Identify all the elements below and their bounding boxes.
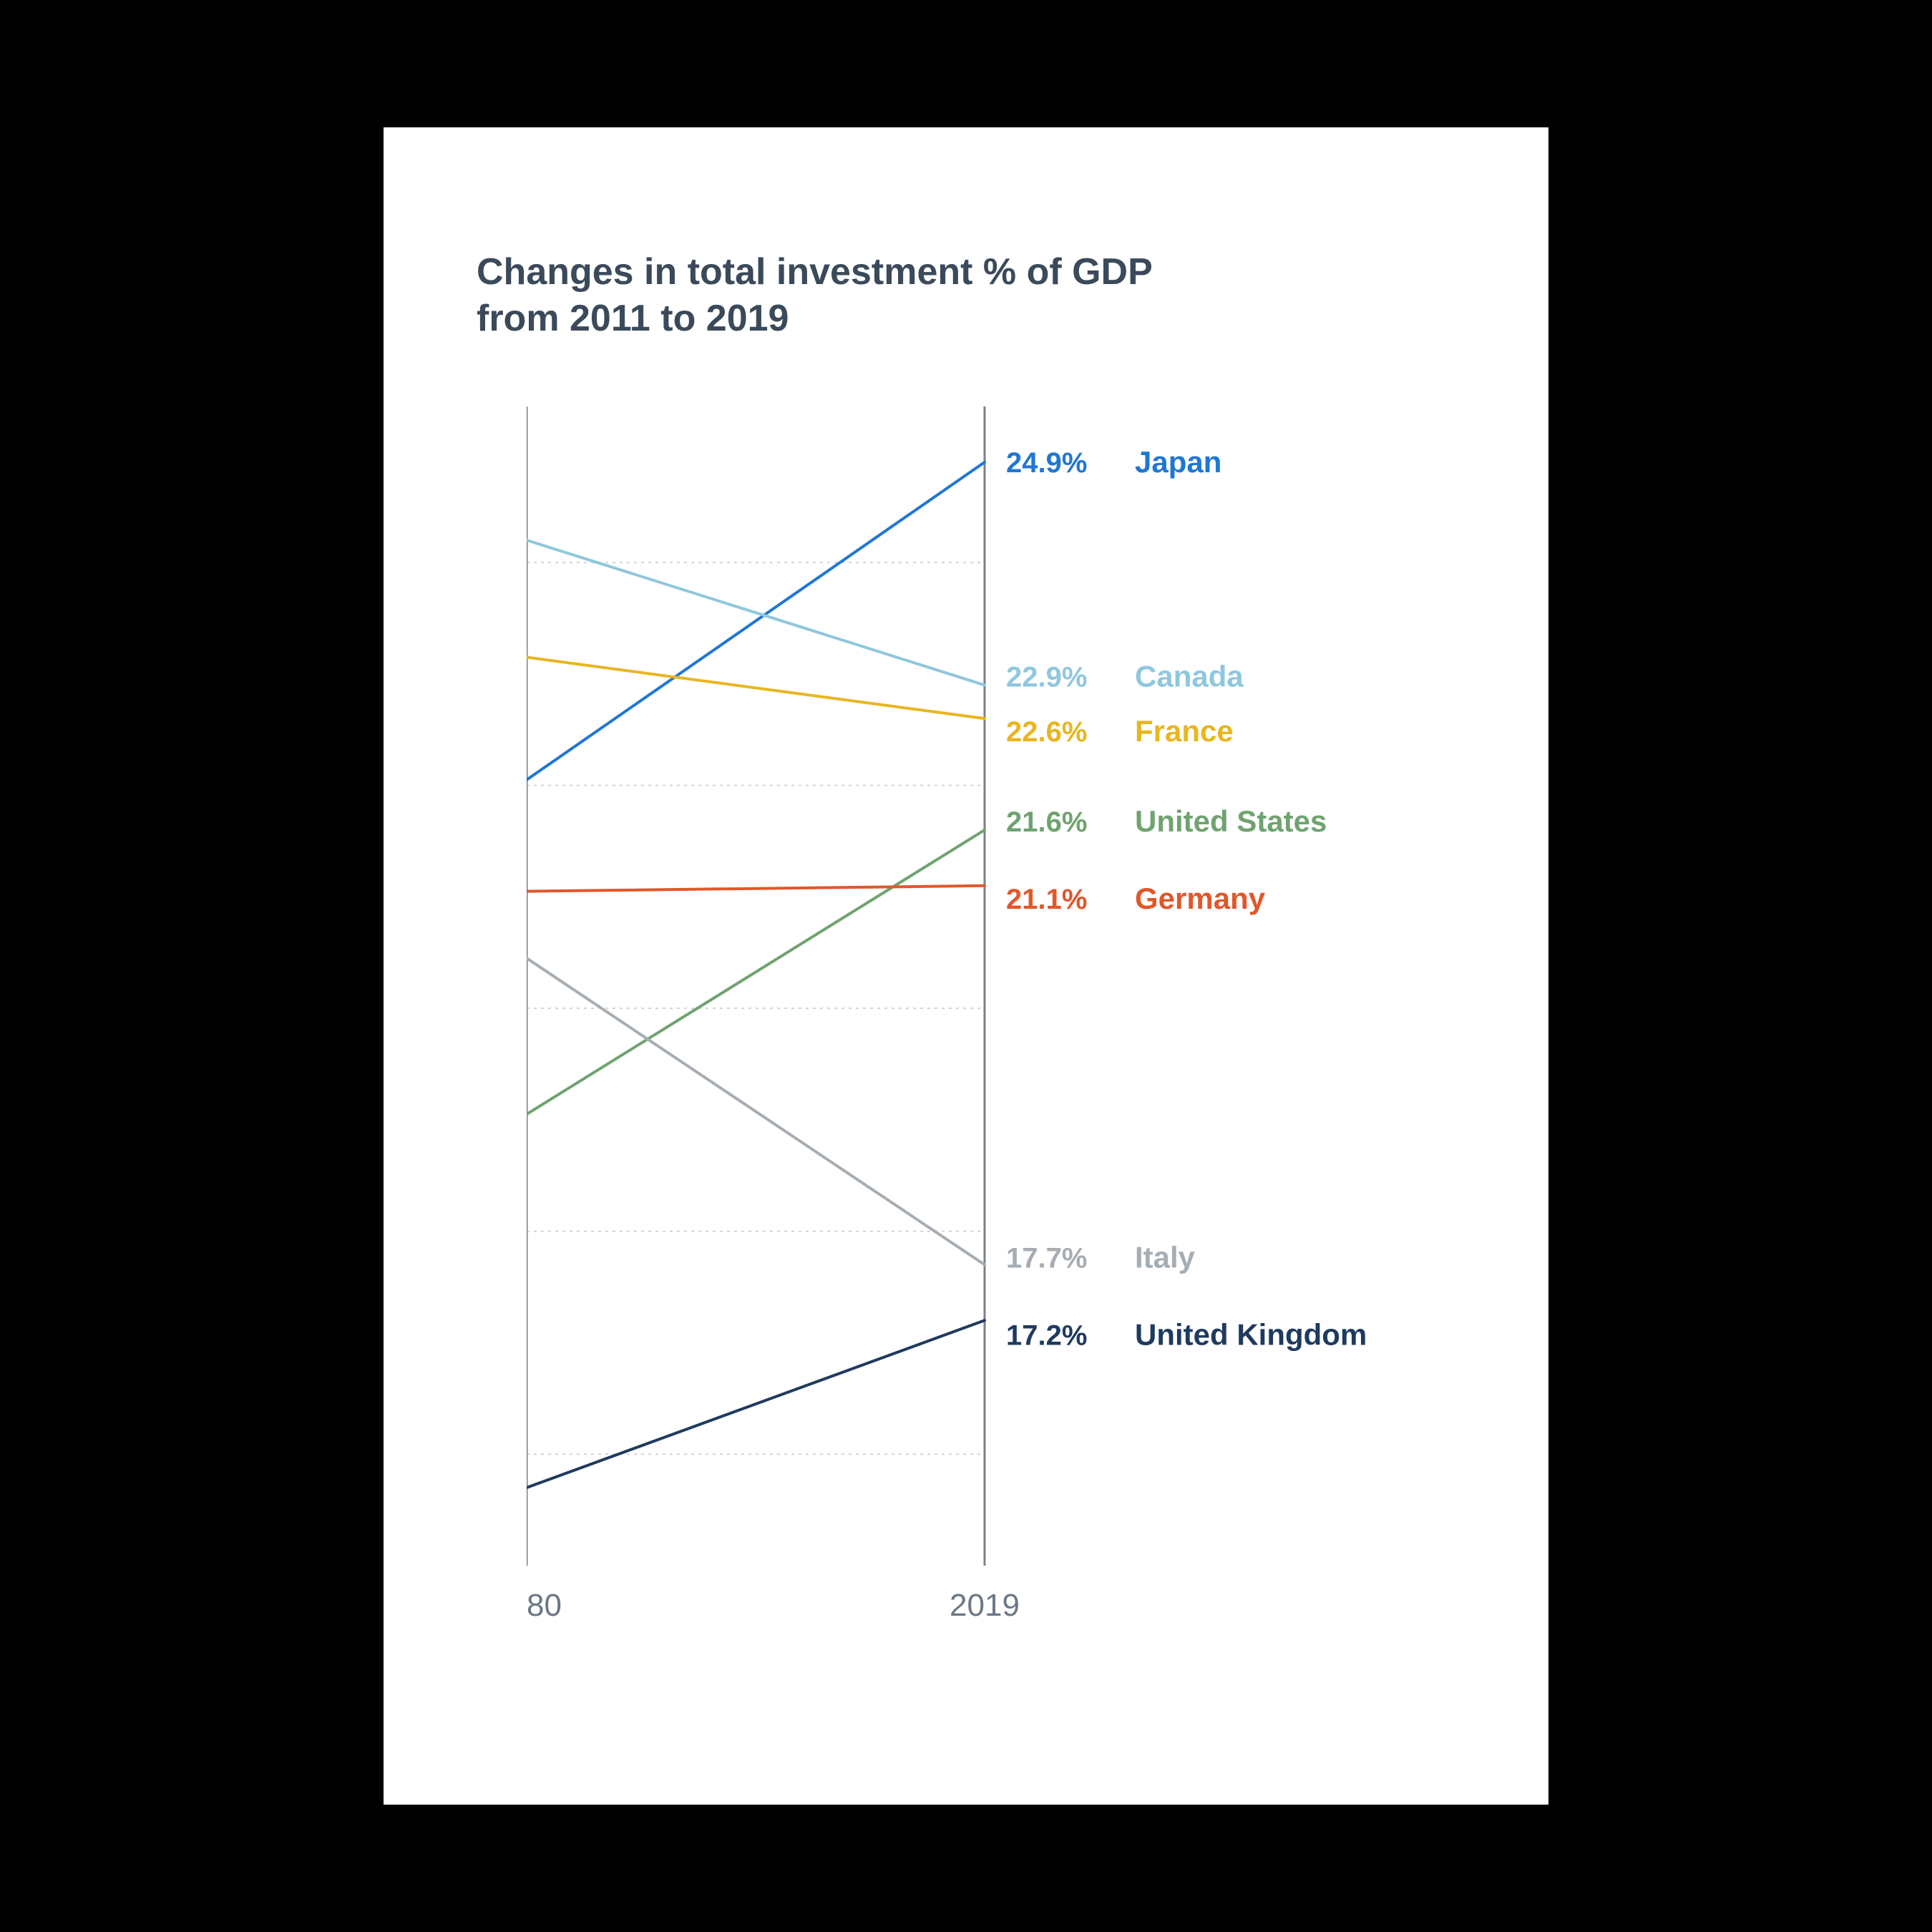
x-label-right: 2019 xyxy=(950,1588,1020,1623)
series-end-name: Germany xyxy=(1135,882,1266,915)
series-line xyxy=(527,1320,985,1488)
series-end-name: United States xyxy=(1135,804,1327,838)
title-line-2: from 2011 to 2019 xyxy=(477,298,789,339)
chart-card: Changes in total investment % of GDP fro… xyxy=(384,127,1548,1805)
series-line xyxy=(527,886,985,892)
chart-svg: 16182022241980201924.9%Japan22.9%Canada2… xyxy=(527,406,1493,1680)
series-line xyxy=(527,462,985,780)
chart-title: Changes in total investment % of GDP fro… xyxy=(477,249,1153,342)
x-label-left: 1980 xyxy=(527,1588,562,1623)
series-end-value: 17.7% xyxy=(1006,1242,1087,1274)
series-end-value: 21.6% xyxy=(1006,806,1087,838)
series-end-name: Italy xyxy=(1135,1240,1196,1274)
series-end-name: United Kingdom xyxy=(1135,1317,1367,1351)
series-end-value: 22.6% xyxy=(1006,716,1087,748)
series-end-name: France xyxy=(1135,714,1234,748)
slope-chart: 16182022241980201924.9%Japan22.9%Canada2… xyxy=(527,406,1493,1680)
series-line xyxy=(527,958,985,1264)
series-line xyxy=(527,657,985,718)
series-line xyxy=(527,830,985,1114)
series-end-value: 24.9% xyxy=(1006,447,1087,479)
series-end-name: Canada xyxy=(1135,659,1244,693)
series-end-value: 21.1% xyxy=(1006,884,1087,915)
series-end-value: 22.9% xyxy=(1006,661,1087,693)
series-end-name: Japan xyxy=(1135,445,1221,479)
series-end-value: 17.2% xyxy=(1006,1319,1087,1351)
title-line-1: Changes in total investment % of GDP xyxy=(477,251,1153,293)
